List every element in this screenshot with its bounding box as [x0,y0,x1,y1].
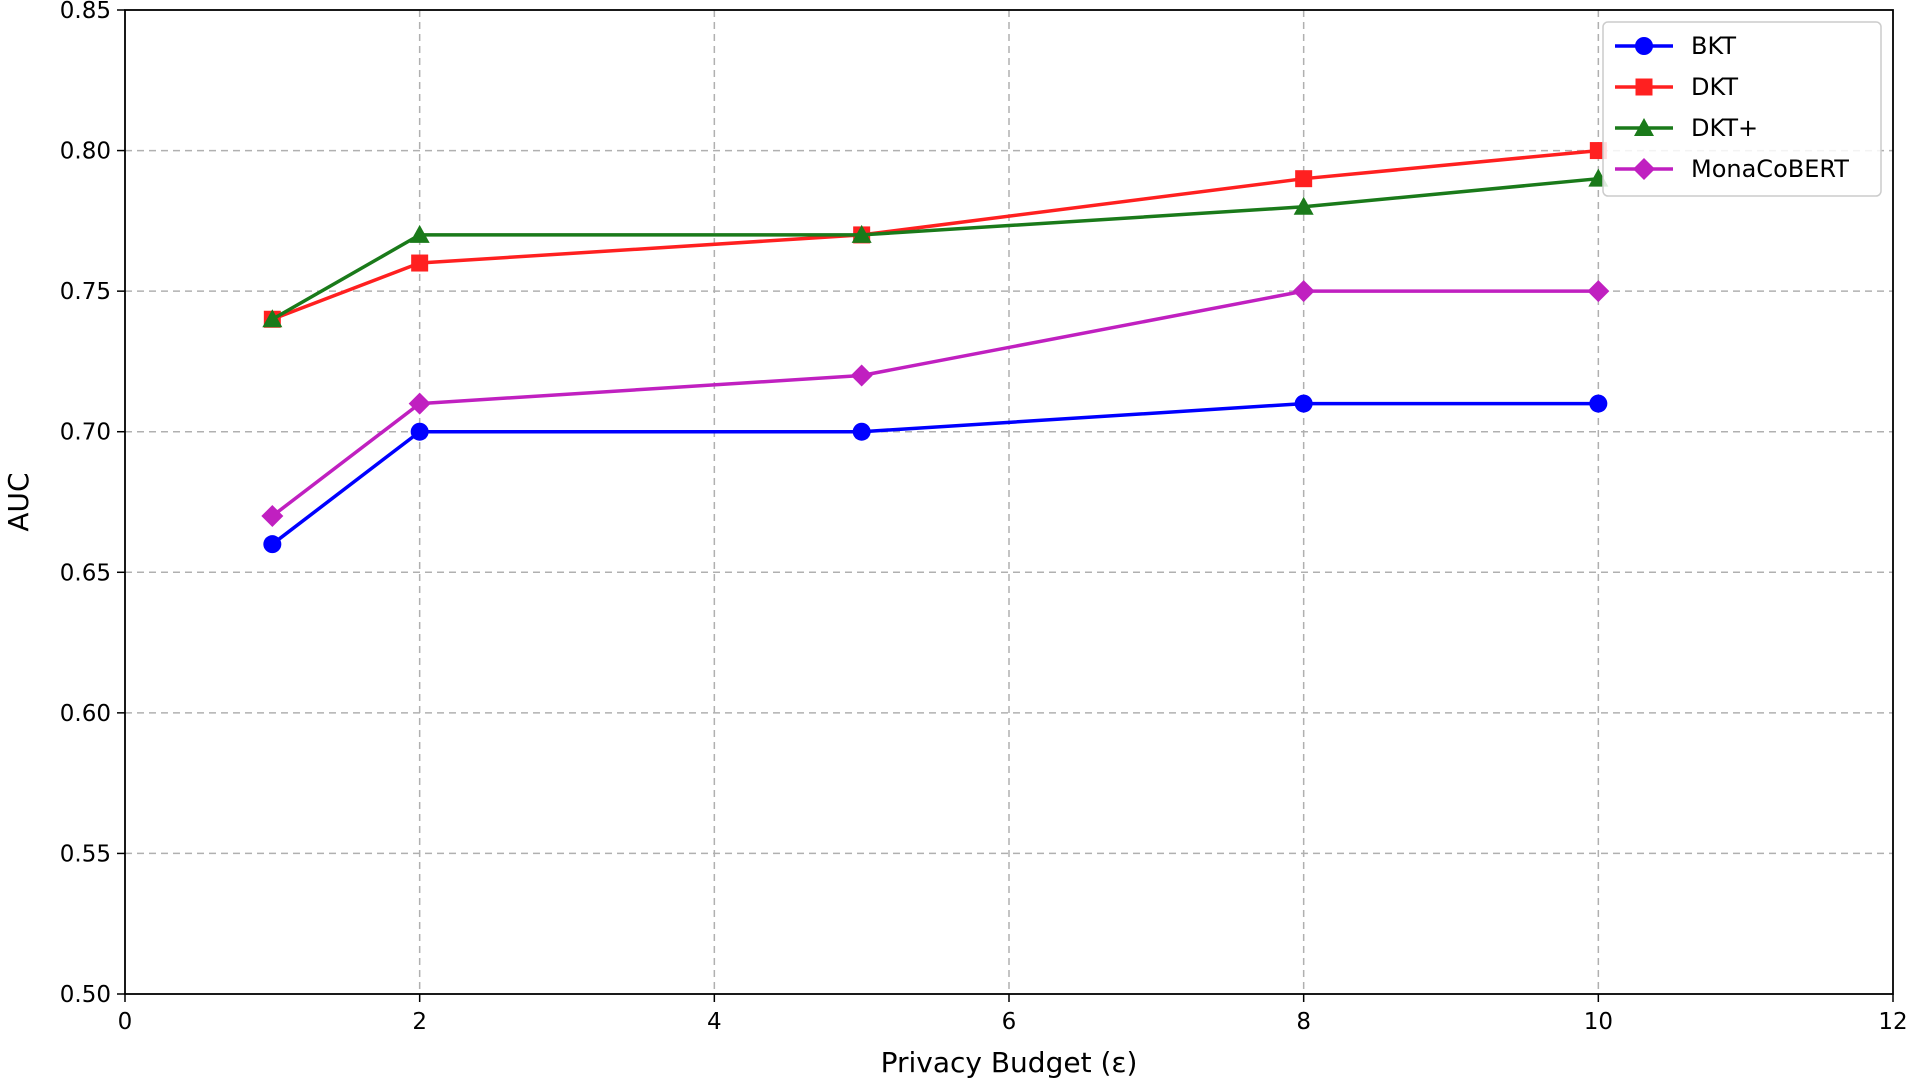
data-point-bkt [1589,394,1608,413]
legend-marker-monacobert [1633,158,1655,180]
series-line-bkt [271,401,1599,546]
y-tick-label: 0.75 [60,279,111,305]
y-tick-label: 0.80 [60,139,111,165]
x-tick-label: 2 [412,1009,427,1035]
legend-label-bkt: BKT [1691,32,1736,60]
series-layer [261,142,1610,554]
data-point-bkt [263,535,282,554]
x-tick-label: 0 [118,1009,133,1035]
x-tick-label: 12 [1878,1009,1907,1035]
y-tick-label: 0.85 [60,0,111,24]
data-point-monacobert [261,505,284,528]
legend-item-monacobert: MonaCoBERT [1615,155,1849,183]
legend-label-monacobert: MonaCoBERT [1691,155,1849,183]
series-dkt [262,168,1609,328]
legend-item-bkt: BKT [1615,32,1736,60]
legend-label-dkt: DKT [1691,73,1738,101]
y-tick-label: 0.50 [60,982,111,1008]
data-point-monacobert [1292,280,1315,303]
data-point-bkt [852,422,871,441]
series-monacobert [261,280,1610,528]
x-axis-label: Privacy Budget (ε) [881,1046,1138,1079]
data-point-dkt [409,224,430,243]
y-tick-label: 0.70 [60,420,111,446]
legend-marker-bkt [1635,37,1653,55]
data-point-monacobert [1587,280,1610,303]
data-point-dkt [1295,170,1313,188]
data-point-dkt [1293,196,1314,215]
legend-label-dkt: DKT+ [1691,114,1758,142]
y-axis-label: AUC [2,472,35,531]
series-line-dkt [271,176,1599,321]
x-tick-label: 6 [1002,1009,1017,1035]
legend-marker-dkt [1635,78,1653,96]
data-point-dkt [851,224,872,243]
legend-item-dkt: DKT [1615,73,1738,101]
data-point-dkt [411,254,429,272]
tick-layer: 0 2 4 6 8 10 12 0.50 0.55 0.60 0.65 0.70 0.75 0.80 0.8… [60,0,1908,1035]
data-point-monacobert [850,364,873,387]
legend: BKT DKT DKT+ MonaCoBERT [1602,21,1882,197]
x-tick-label: 4 [707,1009,722,1035]
y-tick-label: 0.55 [60,841,111,867]
y-tick-label: 0.60 [60,701,111,727]
y-tick-label: 0.65 [60,560,111,586]
legend-box [1602,21,1882,197]
data-point-monacobert [408,392,431,415]
data-point-dkt [262,309,283,328]
legend-item-dkt: DKT+ [1615,114,1758,142]
x-tick-label: 10 [1584,1009,1613,1035]
x-tick-label: 8 [1296,1009,1311,1035]
series-bkt [263,394,1608,554]
legend-marker-dkt [1634,118,1654,136]
data-point-bkt [410,422,429,441]
data-point-bkt [1294,394,1313,413]
